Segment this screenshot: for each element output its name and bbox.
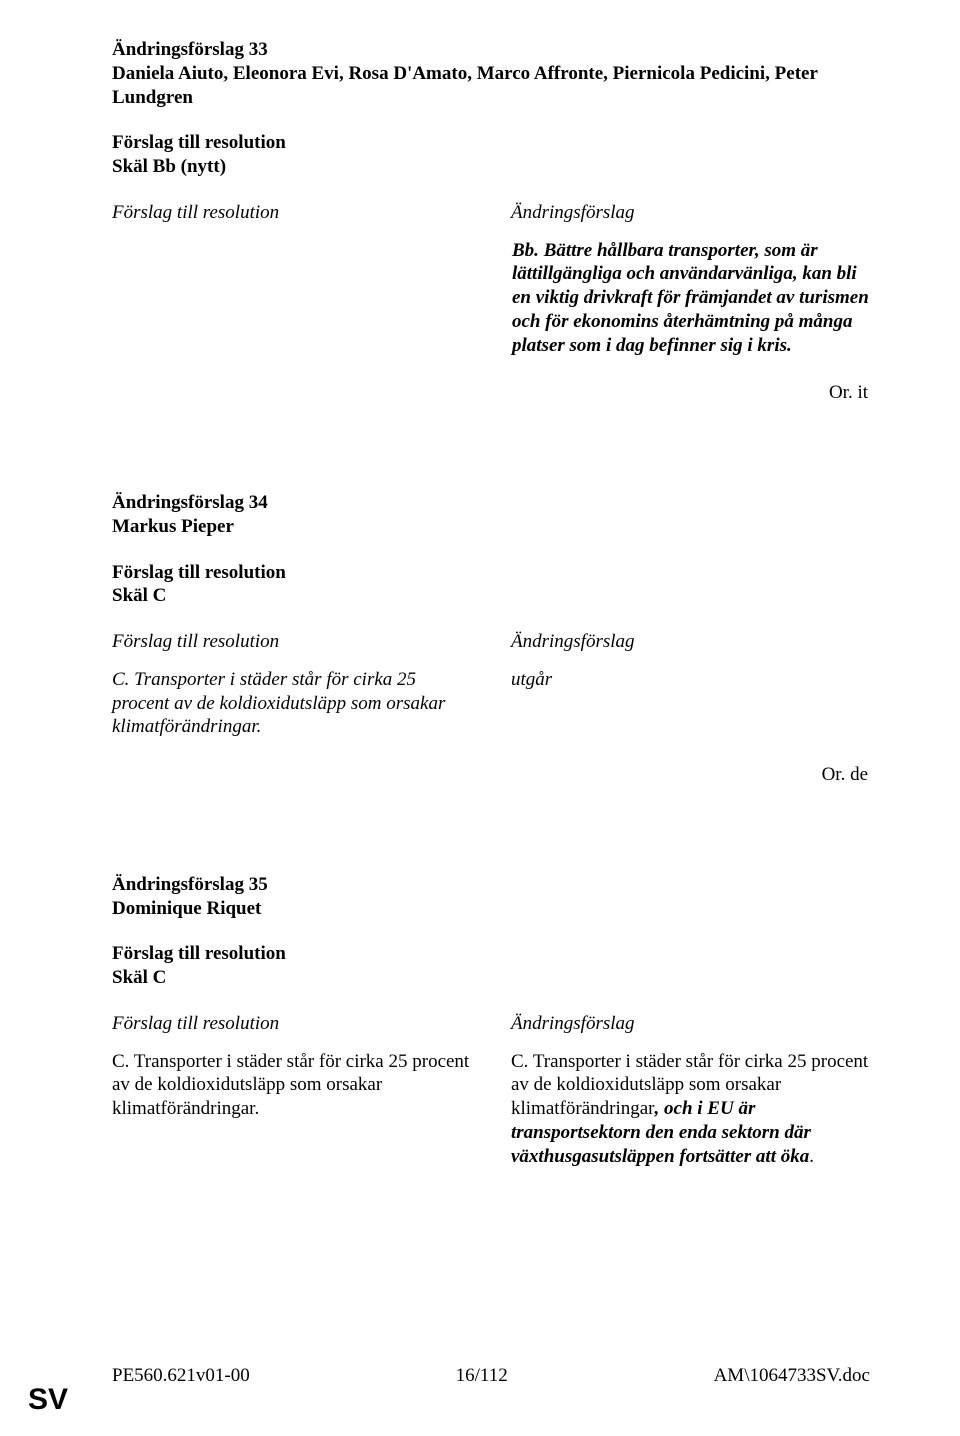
column-headings: Förslag till resolution Ändringsförslag <box>112 201 870 239</box>
amendment-authors: Daniela Aiuto, Eleonora Evi, Rosa D'Amat… <box>112 62 870 110</box>
amendment-columns: Förslag till resolution C. Transporter i… <box>112 630 870 739</box>
original-language: Or. de <box>112 763 870 787</box>
proposal-location: Skäl C <box>112 966 870 990</box>
body-text: Bättre hållbara transporter, som är lätt… <box>512 240 869 356</box>
amendment-body: Bb. Bättre hållbara transporter, som är … <box>512 239 870 358</box>
amendment-authors: Markus Pieper <box>112 515 870 539</box>
proposal-location: Skäl C <box>112 584 870 608</box>
right-body-suffix: . <box>809 1146 814 1167</box>
footer-right: AM\1064733SV.doc <box>714 1364 870 1388</box>
left-col-heading: Förslag till resolution <box>112 201 471 225</box>
proposal-heading: Förslag till resolution <box>112 131 870 155</box>
page-footer: PE560.621v01-00 16/112 AM\1064733SV.doc <box>112 1364 870 1388</box>
left-col-heading: Förslag till resolution <box>112 1012 471 1036</box>
amendment-title: Ändringsförslag 34 <box>112 491 870 515</box>
original-language: Or. it <box>112 381 870 405</box>
proposal-heading: Förslag till resolution <box>112 561 870 585</box>
left-col-body: C. Transporter i städer står för cirka 2… <box>112 668 471 739</box>
amendment-columns: Förslag till resolution C. Transporter i… <box>112 1012 870 1169</box>
amendment-33: Ändringsförslag 33 Daniela Aiuto, Eleono… <box>112 38 870 405</box>
right-col-heading: Ändringsförslag <box>511 630 870 654</box>
footer-center: 16/112 <box>456 1364 508 1388</box>
right-col-body: C. Transporter i städer står för cirka 2… <box>511 1050 870 1169</box>
right-col-heading: Ändringsförslag <box>511 1012 870 1036</box>
right-col-body: utgår <box>511 668 870 692</box>
amendment-34: Ändringsförslag 34 Markus Pieper Förslag… <box>112 491 870 787</box>
amendment-title: Ändringsförslag 33 <box>112 38 870 62</box>
right-col-heading: Ändringsförslag <box>511 201 870 225</box>
proposal-heading: Förslag till resolution <box>112 942 870 966</box>
footer-left: PE560.621v01-00 <box>112 1364 250 1388</box>
amendment-35: Ändringsförslag 35 Dominique Riquet Förs… <box>112 873 870 1169</box>
left-col-body: C. Transporter i städer står för cirka 2… <box>112 1050 471 1121</box>
proposal-location: Skäl Bb (nytt) <box>112 155 870 179</box>
body-prefix: Bb. <box>512 240 539 261</box>
amendment-authors: Dominique Riquet <box>112 897 870 921</box>
amendment-title: Ändringsförslag 35 <box>112 873 870 897</box>
language-mark: SV <box>28 1381 68 1419</box>
left-col-heading: Förslag till resolution <box>112 630 471 654</box>
